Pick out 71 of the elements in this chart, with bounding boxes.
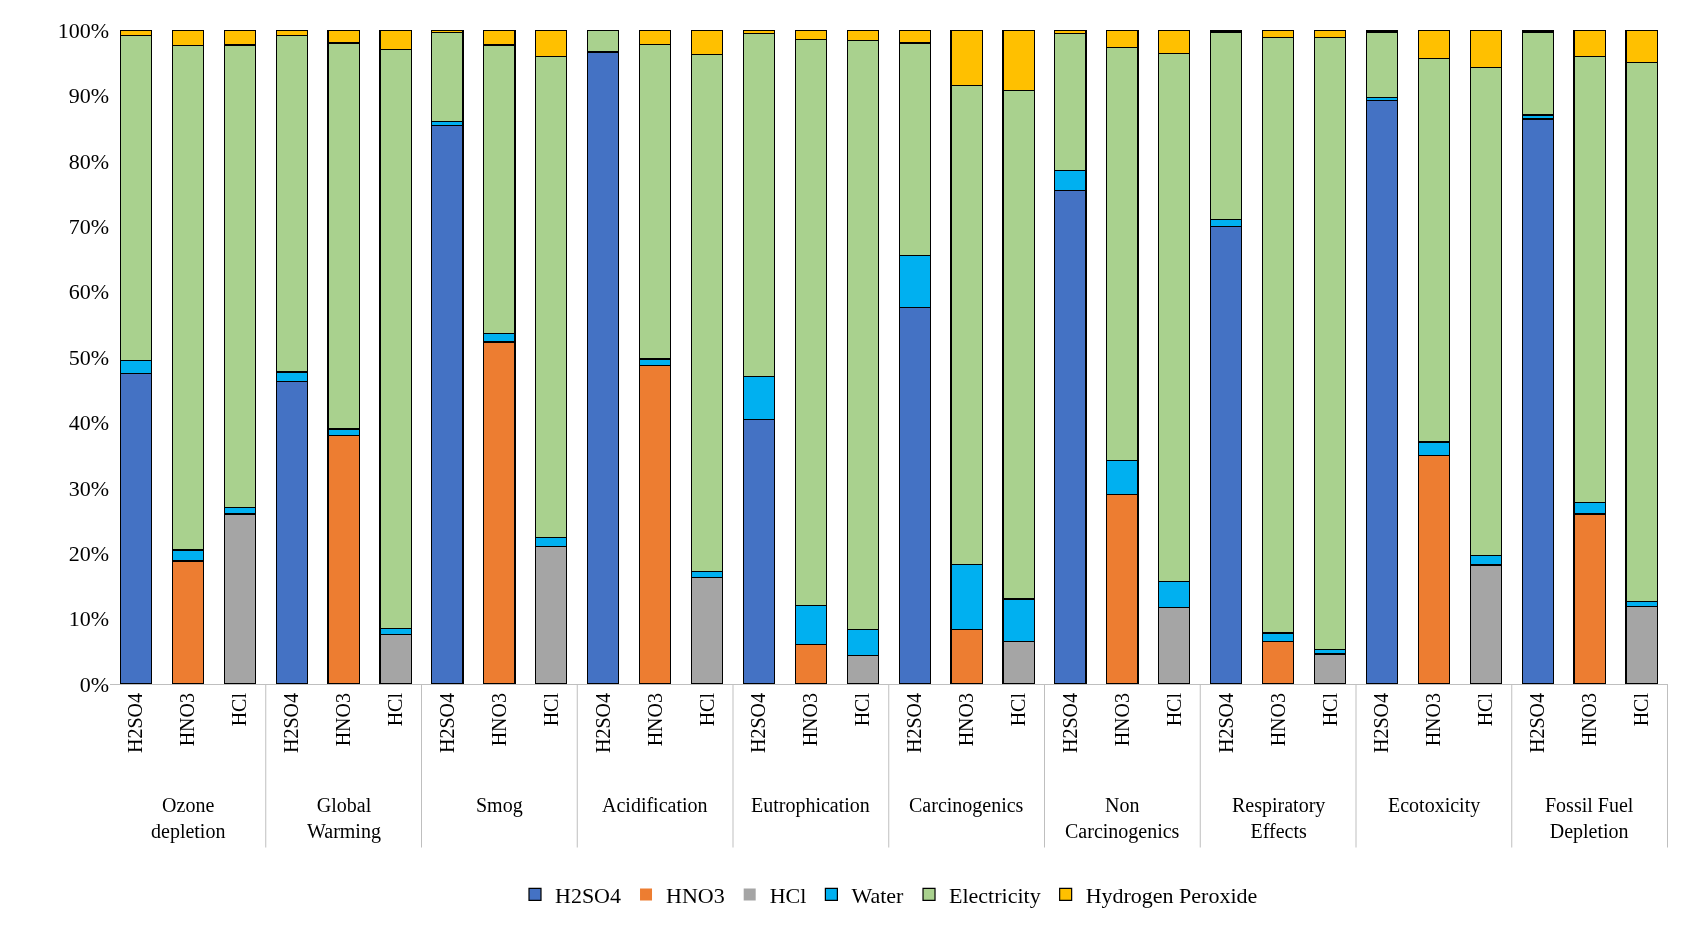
bar: [587, 52, 620, 684]
legend-label: H2SO4: [555, 883, 622, 909]
legend-label: HNO3: [666, 883, 725, 909]
text: Fossil Fuel Depletion: [1545, 794, 1634, 843]
bar: [1365, 31, 1399, 98]
bar: [1521, 118, 1554, 684]
bar: [327, 434, 360, 684]
x-tick-label: HNO3: [487, 693, 510, 747]
x-tick-label: H2SO4: [280, 693, 303, 754]
x-tick-label: HNO3: [643, 693, 666, 747]
x-tick-label: HCl: [851, 692, 874, 727]
y-tick-label: 70%: [68, 213, 109, 239]
y-tick-label: 20%: [68, 540, 109, 566]
x-tick-label: H2SO4: [1214, 693, 1237, 754]
bar: [1313, 653, 1347, 684]
x-tick-label: HNO3: [955, 693, 978, 747]
x-tick-label: HCl: [1162, 692, 1185, 727]
x-tick-label: HCl: [384, 692, 407, 727]
text: Ozone depletion: [151, 794, 226, 843]
legend-label: Electricity: [949, 883, 1041, 909]
x-tick-label: HNO3: [1578, 693, 1601, 747]
y-tick-label: 50%: [68, 344, 109, 370]
legend-label: Water: [851, 883, 905, 909]
text: Respiratory Effects: [1232, 794, 1326, 842]
text: Global Warming: [307, 794, 381, 843]
x-tick-label: HNO3: [799, 693, 822, 747]
x-tick-label: HNO3: [1422, 693, 1445, 747]
x-tick-label: HNO3: [1110, 693, 1133, 747]
y-tick-label: 0%: [79, 671, 109, 697]
x-tick-label: HNO3: [176, 693, 199, 747]
x-tick-label: HNO3: [1266, 693, 1289, 747]
x-tick-label: HCl: [228, 692, 251, 727]
text: Carcinogenics: [909, 794, 1024, 817]
x-tick-label: HCl: [1007, 692, 1030, 727]
x-tick-label: HNO3: [332, 693, 355, 747]
y-tick-label: 40%: [68, 410, 109, 436]
bar: [1365, 100, 1399, 684]
x-tick-label: H2SO4: [124, 693, 147, 754]
x-tick-label: H2SO4: [435, 693, 458, 754]
text: Eutrophication: [751, 794, 870, 817]
bar: [431, 32, 464, 123]
text: Ecotoxicity: [1388, 794, 1481, 817]
bar: [690, 576, 724, 684]
y-tick-label: 10%: [68, 606, 109, 632]
x-tick-label: HCl: [1630, 692, 1653, 727]
y-tick-label: 60%: [68, 279, 109, 305]
bar: [587, 30, 620, 53]
legend-label: Hydrogen Peroxide: [1085, 883, 1258, 909]
legend-label: HCl: [769, 883, 807, 909]
bar: [431, 124, 464, 684]
x-tick-label: H2SO4: [747, 693, 770, 754]
bar: [1625, 606, 1658, 684]
x-tick-label: H2SO4: [903, 693, 926, 754]
y-tick-label: 30%: [68, 475, 109, 501]
bar: [1521, 31, 1554, 116]
y-tick-label: 90%: [68, 83, 109, 109]
x-tick-label: H2SO4: [1370, 693, 1393, 754]
x-tick-label: H2SO4: [1058, 693, 1081, 754]
y-tick-label: 100%: [57, 17, 109, 43]
bar: [638, 364, 672, 684]
y-tick-label: 80%: [68, 148, 109, 174]
x-tick-label: HCl: [539, 692, 562, 727]
bar: [379, 633, 412, 684]
x-tick-label: H2SO4: [1526, 693, 1549, 754]
text: Smog: [476, 794, 523, 817]
x-tick-label: HCl: [1318, 692, 1341, 727]
x-tick-label: HCl: [695, 692, 718, 727]
x-tick-label: H2SO4: [591, 693, 614, 754]
x-tick-label: HCl: [1474, 692, 1497, 727]
text: Non Carcinogenics: [1065, 794, 1180, 843]
text: Acidification: [602, 794, 708, 816]
